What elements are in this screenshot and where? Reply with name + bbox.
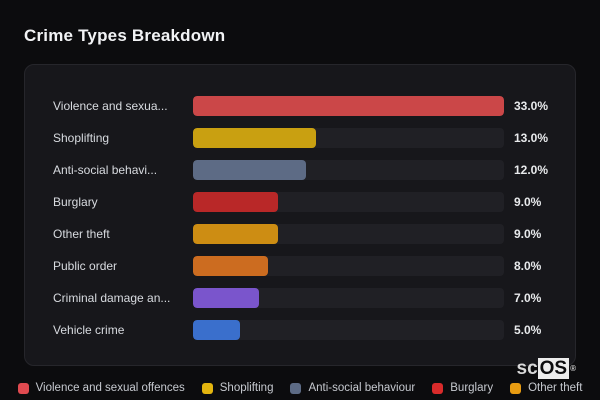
registered-trademark-icon: ®: [570, 364, 576, 373]
bar-track: [193, 96, 504, 116]
bar-row: Violence and sexua... 33.0%: [25, 96, 575, 116]
legend-item[interactable]: Violence and sexual offences: [17, 382, 185, 394]
bar-row: Anti-social behavi... 12.0%: [25, 160, 575, 180]
legend-label: Shoplifting: [219, 382, 274, 394]
value-label: 9.0%: [514, 227, 542, 241]
legend-label: Burglary: [450, 382, 494, 394]
legend-label: Other theft: [528, 382, 583, 394]
bar-rows-container: Violence and sexua... 33.0% Shoplifting 13.…: [25, 96, 575, 352]
legend-item[interactable]: Burglary: [432, 382, 493, 394]
bar[interactable]: [193, 160, 307, 180]
bar[interactable]: [193, 256, 269, 276]
category-label: Burglary: [53, 195, 98, 209]
category-label: Anti-social behavi...: [53, 163, 158, 177]
legend-label: Violence and sexual offences: [35, 382, 185, 394]
bar-track: [193, 160, 504, 180]
bar-row: Criminal damage an... 7.0%: [25, 288, 575, 308]
bar[interactable]: [193, 320, 241, 340]
category-label: Criminal damage an...: [53, 291, 171, 305]
chart-panel: Violence and sexua... 33.0% Shoplifting 13.…: [24, 64, 576, 366]
value-label: 5.0%: [514, 323, 542, 337]
page-title: Crime Types Breakdown: [24, 26, 226, 45]
bar[interactable]: [193, 128, 316, 148]
legend-swatch: [510, 382, 522, 394]
value-label: 13.0%: [514, 131, 549, 145]
legend-label: Anti-social behaviour: [308, 382, 416, 394]
category-label: Vehicle crime: [53, 323, 125, 337]
bar[interactable]: [193, 96, 504, 116]
bar-track: [193, 320, 504, 340]
bar-track: [193, 256, 504, 276]
bar-track: [193, 192, 504, 212]
legend-swatch: [17, 382, 29, 394]
bar-track: [193, 288, 504, 308]
scos-logo: sc OS ®: [516, 358, 576, 379]
bar[interactable]: [193, 288, 259, 308]
category-label: Shoplifting: [53, 131, 110, 145]
value-label: 8.0%: [514, 259, 542, 273]
category-label: Public order: [53, 259, 118, 273]
logo-prefix: sc: [516, 358, 538, 379]
logo-block: OS: [537, 358, 570, 379]
category-label: Other theft: [53, 227, 110, 241]
legend-swatch: [201, 382, 213, 394]
bar-row: Other theft 9.0%: [25, 224, 575, 244]
bar[interactable]: [193, 224, 278, 244]
value-label: 7.0%: [514, 291, 542, 305]
category-label: Violence and sexua...: [53, 99, 168, 113]
value-label: 33.0%: [514, 99, 549, 113]
bar-row: Shoplifting 13.0%: [25, 128, 575, 148]
value-label: 9.0%: [514, 195, 542, 209]
bar-row: Public order 8.0%: [25, 256, 575, 276]
legend-item[interactable]: Shoplifting: [201, 382, 274, 394]
bar[interactable]: [193, 192, 278, 212]
legend-item[interactable]: Anti-social behaviour: [290, 382, 415, 394]
value-label: 12.0%: [514, 163, 549, 177]
bar-track: [193, 128, 504, 148]
bar-track: [193, 224, 504, 244]
chart-legend: Violence and sexual offences Shoplifting A…: [0, 382, 600, 394]
bar-row: Vehicle crime 5.0%: [25, 320, 575, 340]
bar-row: Burglary 9.0%: [25, 192, 575, 212]
legend-item[interactable]: Other theft: [510, 382, 582, 394]
legend-swatch: [432, 382, 444, 394]
legend-swatch: [290, 382, 302, 394]
